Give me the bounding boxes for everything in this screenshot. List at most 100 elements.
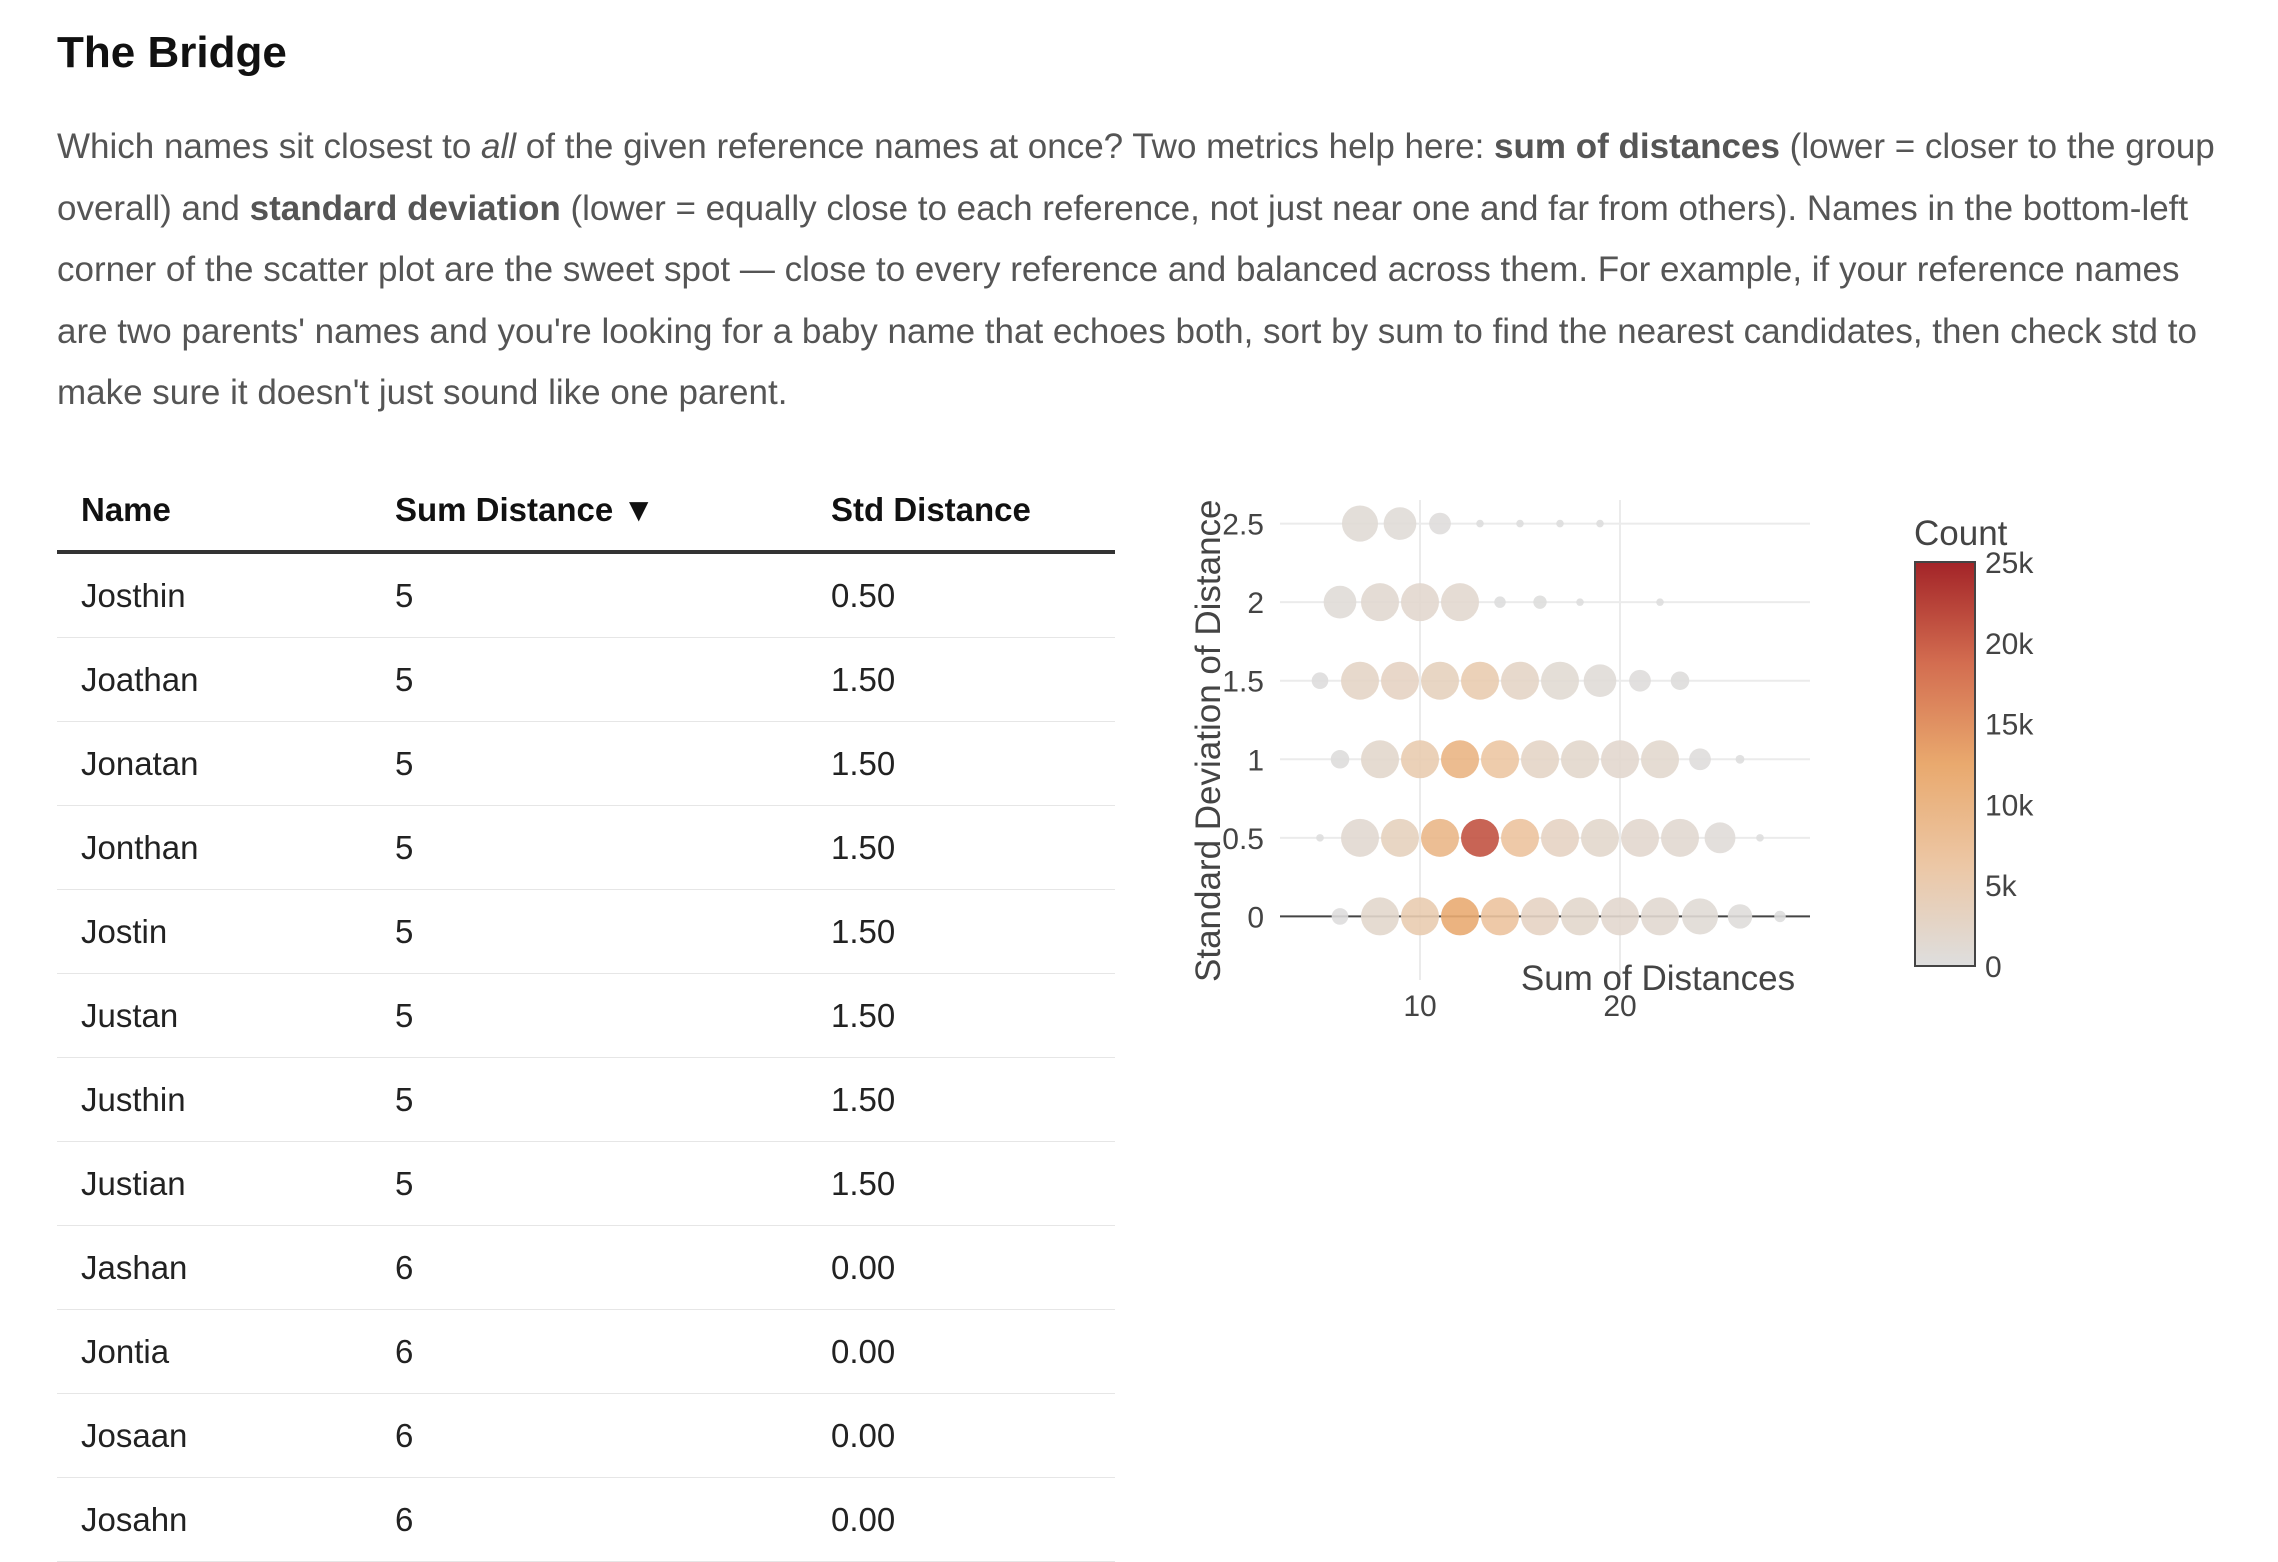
table-row[interactable]: Jontia 6 0.00 [57,1309,1115,1394]
table-body: Josthin 5 0.50 Joathan 5 1.50 Jonatan 5 1.50 Jont… [57,552,1115,1562]
colorbar-tick-label: 15k [1985,709,2034,742]
table-row[interactable]: Josthin 5 0.50 [57,552,1115,638]
scatter-point[interactable] [1601,897,1639,936]
name-cell: Josaan [57,1393,371,1478]
scatter-point[interactable] [1556,519,1564,528]
scatter-point[interactable] [1641,897,1679,936]
scatter-point[interactable] [1381,818,1419,857]
column-header-sum-label: Sum Distance [395,491,614,528]
scatter-point[interactable] [1401,740,1439,779]
table-row[interactable]: Joathan 5 1.50 [57,637,1115,722]
scatter-point[interactable] [1576,598,1584,606]
sum-distance-cell: 6 [371,1393,807,1478]
table-row[interactable]: Justan 5 1.50 [57,973,1115,1058]
std-distance-cell: 1.50 [807,637,1115,722]
scatter-point[interactable] [1481,897,1519,936]
scatter-point[interactable] [1311,672,1329,690]
scatter-point[interactable] [1661,818,1699,857]
scatter-point[interactable] [1727,904,1753,929]
intro-text-2: of the given reference names at once? Tw… [516,127,1495,166]
scatter-point[interactable] [1401,897,1439,936]
scatter-point[interactable] [1756,834,1764,842]
sum-distance-cell: 5 [371,1141,807,1226]
table-row[interactable]: Josaan 6 0.00 [57,1393,1115,1478]
scatter-point[interactable] [1689,748,1711,771]
column-header-sum-distance[interactable]: Sum Distance ▼ [371,470,807,554]
scatter-point[interactable] [1461,661,1499,700]
scatter-point[interactable] [1521,740,1559,779]
scatter-point[interactable] [1621,818,1659,857]
scatter-point[interactable] [1361,740,1399,779]
y-tick-label: 0.5 [1222,823,1264,856]
scatter-point[interactable] [1341,661,1379,700]
table-row[interactable]: Jostin 5 1.50 [57,889,1115,974]
scatter-point[interactable] [1361,897,1399,936]
scatter-point[interactable] [1656,598,1664,606]
scatter-point[interactable] [1533,595,1547,609]
scatter-point[interactable] [1441,897,1479,936]
name-cell: Joathan [57,637,371,722]
table-row[interactable]: Josahn 6 0.00 [57,1477,1115,1562]
scatter-point[interactable] [1521,897,1559,936]
name-cell: Justhin [57,1057,371,1142]
std-distance-cell: 1.50 [807,973,1115,1058]
scatter-point[interactable] [1583,664,1617,698]
scatter-point[interactable] [1681,898,1719,935]
scatter-point[interactable] [1516,519,1524,528]
scatter-point[interactable] [1629,669,1651,692]
column-header-name[interactable]: Name [57,470,371,554]
intro-text-3: (lower = closer to the group overall) an… [57,127,2215,228]
table-row[interactable]: Justian 5 1.50 [57,1141,1115,1226]
scatter-point[interactable] [1401,583,1439,622]
colorbar-title: Count [1914,514,2008,553]
scatter-point[interactable] [1341,818,1379,857]
scatter-point[interactable] [1361,583,1399,622]
scatter-point[interactable] [1561,740,1599,779]
scatter-point[interactable] [1561,897,1599,936]
scatter-point[interactable] [1494,596,1506,608]
scatter-point[interactable] [1316,834,1324,842]
y-tick-label: 2.5 [1222,509,1264,542]
scatter-point[interactable] [1383,507,1417,540]
scatter-point[interactable] [1735,754,1745,764]
x-axis-label: Sum of Distances [1521,959,1795,998]
colorbar: Count 25k 20k 15k 10k 5k 0 [1914,514,2034,984]
std-distance-cell: 0.00 [807,1309,1115,1394]
scatter-point[interactable] [1481,740,1519,779]
std-distance-cell: 1.50 [807,721,1115,806]
y-axis-label: Standard Deviation of Distances [1189,500,1228,982]
table-row[interactable]: Jashan 6 0.00 [57,1225,1115,1310]
scatter-point[interactable] [1441,740,1479,779]
scatter-point[interactable] [1541,818,1579,857]
table-row[interactable]: Justhin 5 1.50 [57,1057,1115,1142]
scatter-point[interactable] [1476,519,1484,528]
table-row[interactable]: Jonthan 5 1.50 [57,805,1115,890]
sum-distance-cell: 5 [371,973,807,1058]
x-axis-ticks: 10 20 [1403,990,1636,1023]
scatter-point[interactable] [1421,661,1459,700]
scatter-point[interactable] [1341,505,1379,542]
scatter-point[interactable] [1541,661,1579,700]
scatter-point[interactable] [1601,740,1639,779]
scatter-point[interactable] [1429,512,1451,535]
scatter-point[interactable] [1461,818,1499,857]
scatter-point[interactable] [1381,661,1419,700]
scatter-point[interactable] [1323,585,1357,619]
scatter-point[interactable] [1421,818,1459,857]
scatter-point[interactable] [1704,822,1736,854]
table-row[interactable]: Jonatan 5 1.50 [57,721,1115,806]
scatter-point[interactable] [1581,818,1619,857]
scatter-point[interactable] [1501,661,1539,700]
sum-distance-cell: 5 [371,552,807,638]
name-cell: Justian [57,1141,371,1226]
scatter-point[interactable] [1774,910,1786,923]
sum-distance-cell: 6 [371,1309,807,1394]
scatter-point[interactable] [1596,519,1604,528]
scatter-point[interactable] [1641,740,1679,779]
scatter-point[interactable] [1501,818,1539,857]
column-header-std-distance[interactable]: Std Distance [807,470,1115,554]
scatter-point[interactable] [1441,583,1479,622]
scatter-point[interactable] [1331,908,1349,925]
scatter-point[interactable] [1670,671,1690,690]
scatter-point[interactable] [1330,750,1350,769]
